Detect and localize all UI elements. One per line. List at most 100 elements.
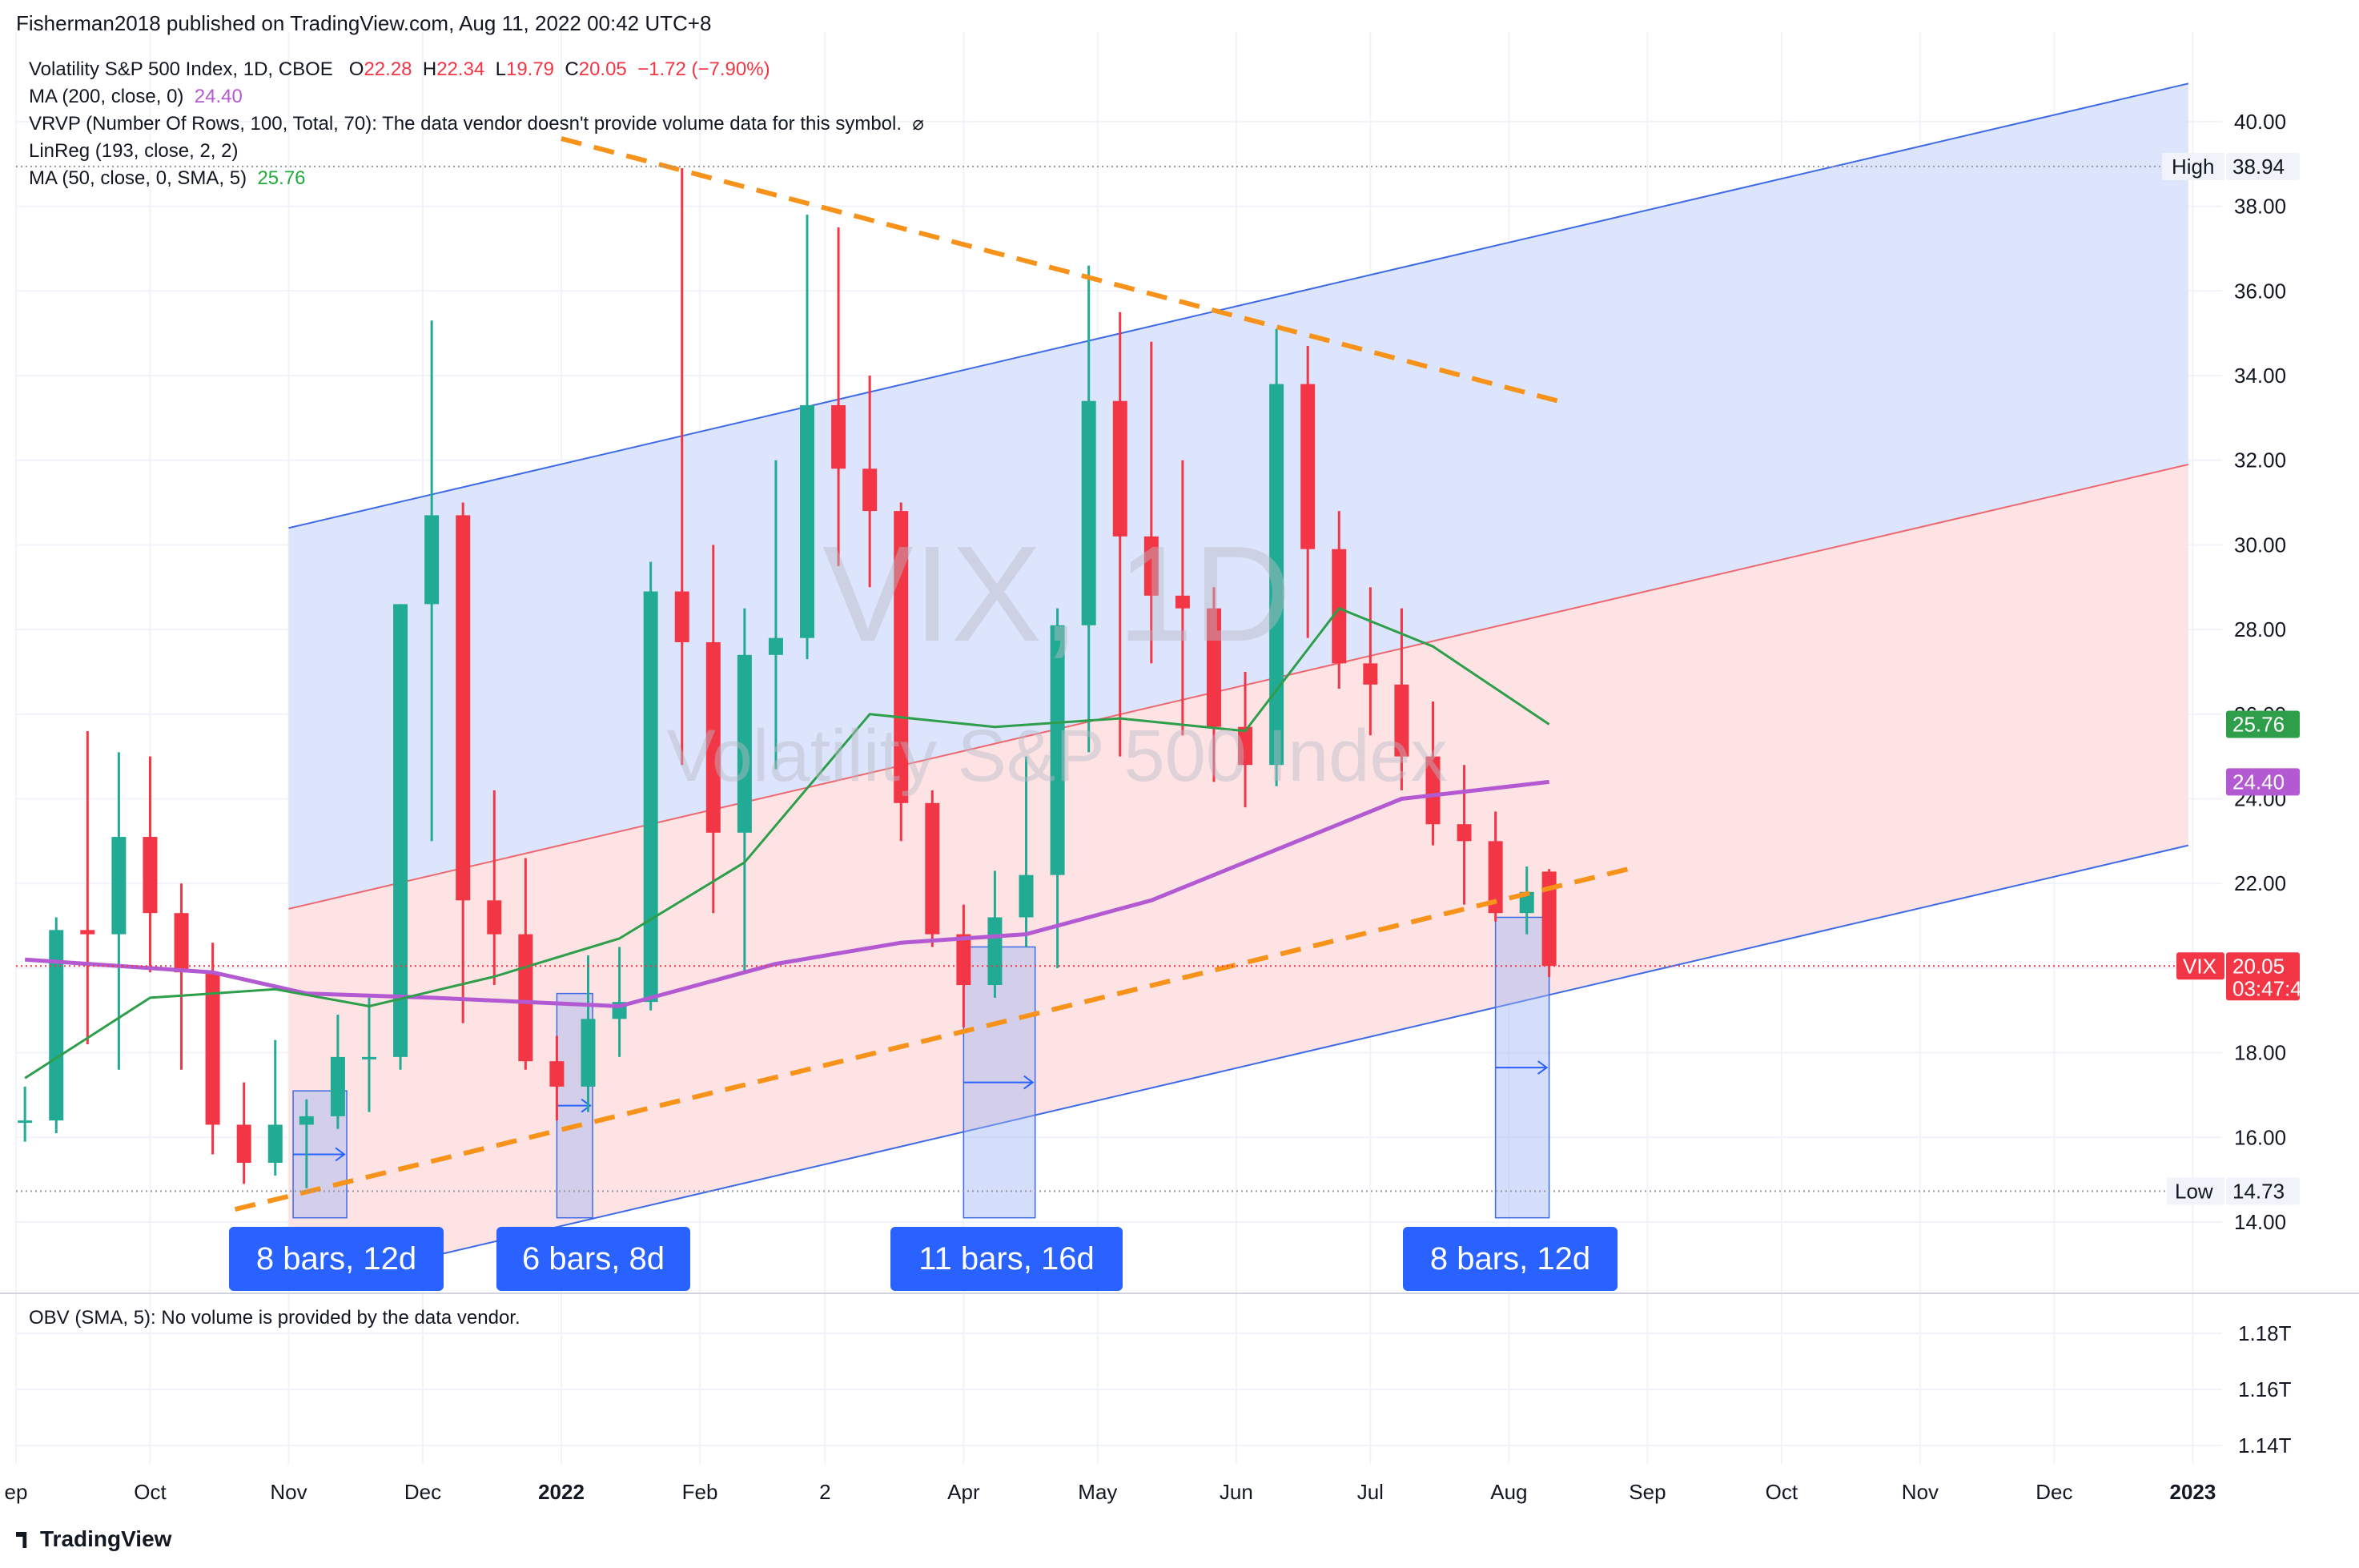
low-tag-label: Low [2175, 1179, 2213, 1203]
channel-upper-line [288, 82, 2189, 529]
ma50-line [24, 607, 1550, 1080]
ma200-tag-bg [2226, 768, 2300, 796]
low-tag-label-bg [2167, 1177, 2224, 1205]
ma200-value: 24.40 [194, 86, 243, 107]
symbol-line: Volatility S&P 500 Index, 1D, CBOE [29, 58, 333, 80]
date-range-label[interactable]: 8 bars, 12d [229, 1227, 444, 1291]
date-range-arrowhead [335, 1147, 346, 1162]
channel-lower-line [288, 844, 2189, 1291]
time-tick-label: Nov [1902, 1480, 1939, 1504]
price-tick-label: 40.00 [2234, 110, 2286, 134]
candle-body [1541, 871, 1557, 967]
ma50-row[interactable]: MA (50, close, 0, SMA, 5) 25.76 [29, 165, 924, 192]
candle-body [737, 654, 752, 833]
watermark: VIX, 1D Volatility S&P 500 Index [666, 518, 1447, 797]
candle-body [1394, 684, 1409, 757]
ma200-row[interactable]: MA (200, close, 0) 24.40 [29, 83, 924, 111]
channel-upper-fill [288, 83, 2188, 909]
time-tick-label: Oct [134, 1480, 167, 1504]
candle-body [1519, 891, 1534, 914]
time-tick-label: Jul [1357, 1480, 1384, 1504]
watermark-name: Volatility S&P 500 Index [666, 715, 1447, 797]
last-price-tag-bg [2226, 952, 2300, 1001]
obv-legend[interactable]: OBV (SMA, 5): No volume is provided by t… [29, 1307, 520, 1329]
candle-body [674, 591, 689, 642]
linreg-channel [288, 82, 2189, 1291]
price-tick-label: 32.00 [2234, 448, 2286, 472]
change-value: −1.72 (−7.90%) [637, 58, 770, 80]
price-tick-label: 18.00 [2234, 1041, 2286, 1065]
candle-body [643, 591, 658, 1003]
ma50-label: MA (50, close, 0, SMA, 5) [29, 167, 247, 189]
candle-body [1238, 726, 1253, 766]
ma200-label: MA (200, close, 0) [29, 86, 184, 107]
obv-tick-label: 1.18T [2238, 1321, 2292, 1345]
candle-body [800, 404, 815, 638]
footer-brand[interactable]: TradingView [16, 1526, 171, 1552]
linreg-row[interactable]: LinReg (193, close, 2, 2) [29, 138, 924, 165]
candle-body [18, 1120, 33, 1124]
high-tag-bg [2226, 152, 2300, 180]
candle-body [831, 404, 846, 469]
slashed-circle-icon: ⌀ [912, 113, 924, 135]
tradingview-logo-icon [16, 1532, 27, 1548]
candle-body [862, 468, 878, 512]
candle-body [330, 1056, 345, 1116]
time-tick-label: Apr [947, 1480, 980, 1504]
date-range-label[interactable]: 8 bars, 12d [1403, 1227, 1618, 1291]
candle-body [1175, 595, 1190, 609]
candle-body [1488, 841, 1503, 914]
price-tick-label: 14.00 [2234, 1210, 2286, 1234]
price-tick-label: 22.00 [2234, 871, 2286, 895]
date-range-label[interactable]: 6 bars, 8d [496, 1227, 690, 1291]
vrvp-label: VRVP (Number Of Rows, 100, Total, 70): T… [29, 113, 902, 135]
date-range-arrowhead [1537, 1060, 1549, 1075]
candle-body [1206, 608, 1221, 727]
candle-body [1300, 384, 1316, 549]
high-value: 22.34 [436, 58, 485, 80]
close-value: 20.05 [578, 58, 627, 80]
date-range-boxes [292, 916, 1550, 1219]
low-tag-bg [2226, 1177, 2300, 1205]
channel-mid-line [288, 464, 2189, 910]
ma200-line [25, 779, 1549, 1008]
close-label: C [565, 58, 579, 80]
candle-body [49, 930, 64, 1121]
vrvp-row[interactable]: VRVP (Number Of Rows, 100, Total, 70): T… [29, 111, 924, 138]
candle-body [111, 837, 127, 935]
candle-body [549, 1061, 565, 1087]
candle-body [1112, 400, 1127, 537]
time-tick-label: ep [5, 1480, 28, 1504]
time-tick-label: May [1078, 1480, 1117, 1504]
candle-body [456, 515, 471, 901]
time-tick-label: Dec [404, 1480, 441, 1504]
candle-body [1269, 384, 1284, 766]
candle-body [705, 641, 721, 833]
symbol-row[interactable]: Volatility S&P 500 Index, 1D, CBOE O22.2… [29, 56, 924, 83]
candle-body [174, 913, 189, 973]
candle-body [299, 1116, 314, 1125]
candle-body [361, 1056, 376, 1059]
watermark-ticker: VIX, 1D [822, 518, 1292, 670]
low-tag: 14.73 [2232, 1179, 2285, 1203]
time-tick-label: Jun [1220, 1480, 1253, 1504]
brand-name: TradingView [40, 1526, 172, 1551]
candle-body [80, 930, 95, 935]
low-label: L [495, 58, 506, 80]
low-value: 19.79 [505, 58, 555, 80]
time-tick-label: Dec [2035, 1480, 2072, 1504]
price-tick-label: 28.00 [2234, 617, 2286, 641]
candle-body [236, 1124, 251, 1164]
candle-body [987, 917, 1003, 986]
date-range-label[interactable]: 11 bars, 16d [890, 1227, 1123, 1291]
published-line: Fisherman2018 published on TradingView.c… [16, 11, 712, 35]
price-tick-label: 16.00 [2234, 1125, 2286, 1149]
price-tick-label: 34.00 [2234, 364, 2286, 388]
ma200-tag: 24.40 [2232, 770, 2285, 794]
time-tick-label: Aug [1490, 1480, 1527, 1504]
ma50-tag: 25.76 [2232, 712, 2285, 736]
candle-body [768, 637, 783, 655]
price-tick-label: 36.00 [2234, 279, 2286, 303]
candle-body [1081, 400, 1096, 625]
